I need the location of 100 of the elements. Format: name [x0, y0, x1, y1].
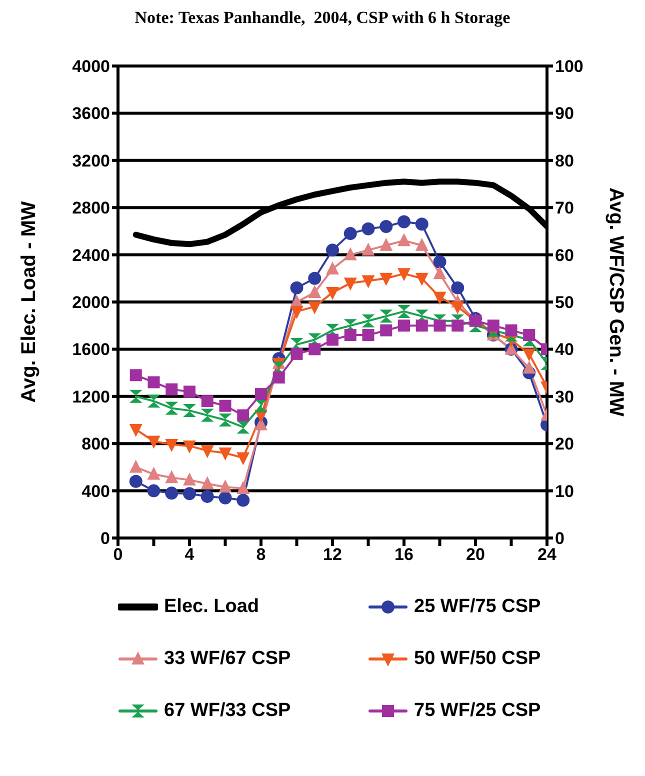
- x-tick-label: 16: [394, 545, 414, 564]
- point: [362, 275, 375, 288]
- point: [218, 480, 232, 493]
- y2-tick-label: 80: [555, 151, 574, 170]
- point: [434, 320, 446, 332]
- point: [415, 238, 428, 251]
- point: [308, 343, 321, 356]
- point: [380, 238, 393, 251]
- point: [326, 334, 338, 346]
- y-tick-label: 2000: [72, 293, 110, 312]
- point: [129, 390, 142, 403]
- y2-tick-label: 60: [555, 246, 574, 265]
- point: [236, 452, 250, 466]
- point: [218, 491, 232, 504]
- y-tick-label: 800: [82, 434, 110, 454]
- point: [218, 414, 232, 426]
- point: [165, 486, 178, 500]
- point: [236, 494, 250, 507]
- point: [184, 386, 196, 398]
- point: [452, 320, 464, 332]
- point: [380, 310, 393, 323]
- point: [165, 439, 178, 452]
- legend-label: 67 WF/33 CSP: [164, 700, 291, 722]
- point: [326, 287, 339, 300]
- point: [290, 306, 304, 319]
- y-tick-label: 4000: [72, 57, 110, 76]
- y-tick-label: 1200: [72, 387, 110, 406]
- point: [362, 314, 375, 328]
- point: [522, 348, 536, 362]
- legend-label: 75 WF/25 CSP: [414, 700, 541, 722]
- y-axis-title: Avg. Elec. Load - MW: [18, 201, 40, 403]
- point: [451, 301, 464, 314]
- point: [487, 320, 500, 332]
- y-tick-label: 2400: [72, 246, 110, 265]
- chart-title: Note: Texas Panhandle, 2004, CSP with 6 h Storage: [134, 8, 512, 29]
- y2-tick-label: 100: [555, 57, 584, 76]
- point: [326, 244, 339, 257]
- y2-tick-label: 10: [555, 482, 574, 501]
- point: [398, 268, 410, 282]
- point: [362, 242, 375, 256]
- point: [148, 376, 160, 388]
- point: [129, 424, 142, 437]
- x-tick-label: 0: [113, 545, 123, 564]
- point: [380, 272, 393, 286]
- point: [200, 490, 214, 503]
- point: [130, 369, 142, 382]
- point: [344, 227, 357, 240]
- point: [398, 320, 410, 332]
- point: [415, 272, 428, 286]
- point: [183, 472, 196, 486]
- y2-tick-label: 0: [555, 529, 564, 548]
- y-tick-label: 3200: [72, 151, 110, 170]
- point: [201, 395, 214, 408]
- point: [451, 281, 464, 294]
- point: [200, 408, 214, 422]
- point: [200, 445, 214, 458]
- y-tick-label: 400: [82, 482, 110, 501]
- point: [183, 487, 196, 500]
- point: [237, 409, 250, 422]
- point: [290, 281, 304, 294]
- point: [147, 484, 160, 498]
- point: [380, 220, 393, 233]
- point: [415, 218, 428, 231]
- point: [344, 278, 357, 291]
- point: [255, 388, 267, 400]
- point: [433, 292, 446, 305]
- point: [129, 474, 142, 488]
- point: [218, 448, 232, 461]
- point: [254, 399, 268, 412]
- point: [183, 404, 196, 418]
- legend-label: 33 WF/67 CSP: [164, 648, 291, 670]
- legend-label: 50 WF/50 CSP: [414, 648, 541, 670]
- point: [362, 222, 375, 236]
- point: [326, 261, 339, 274]
- point: [183, 440, 196, 454]
- point: [236, 480, 250, 494]
- point: [308, 285, 322, 298]
- x-tick-label: 8: [256, 545, 266, 564]
- y-tick-label: 3600: [72, 104, 110, 124]
- x-tick-label: 4: [184, 545, 195, 564]
- point: [433, 255, 446, 268]
- point: [380, 324, 392, 336]
- point: [147, 466, 160, 480]
- x-tick-label: 12: [323, 545, 342, 564]
- point: [344, 247, 357, 260]
- point: [505, 324, 518, 336]
- point: [398, 304, 410, 318]
- point: [362, 329, 374, 342]
- point: [416, 320, 428, 332]
- point: [147, 394, 160, 408]
- point: [523, 329, 536, 342]
- x-tick-label: 20: [466, 545, 485, 564]
- y2-tick-label: 70: [555, 198, 574, 218]
- point: [308, 301, 322, 314]
- point: [219, 400, 232, 412]
- point: [129, 460, 142, 473]
- y2-tick-label: 20: [555, 434, 574, 454]
- point: [147, 436, 160, 449]
- point: [522, 360, 536, 374]
- x-tick-label: 24: [538, 545, 557, 564]
